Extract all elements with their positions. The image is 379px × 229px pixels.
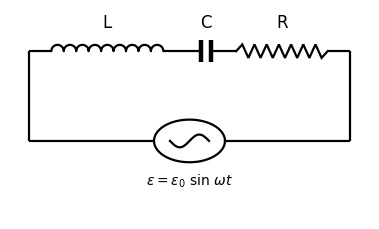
Text: $\varepsilon = \varepsilon_0\ \mathrm{sin}\ \omega t$: $\varepsilon = \varepsilon_0\ \mathrm{si… — [146, 172, 233, 189]
Text: L: L — [103, 14, 112, 32]
Text: C: C — [200, 14, 212, 32]
Text: R: R — [276, 14, 288, 32]
